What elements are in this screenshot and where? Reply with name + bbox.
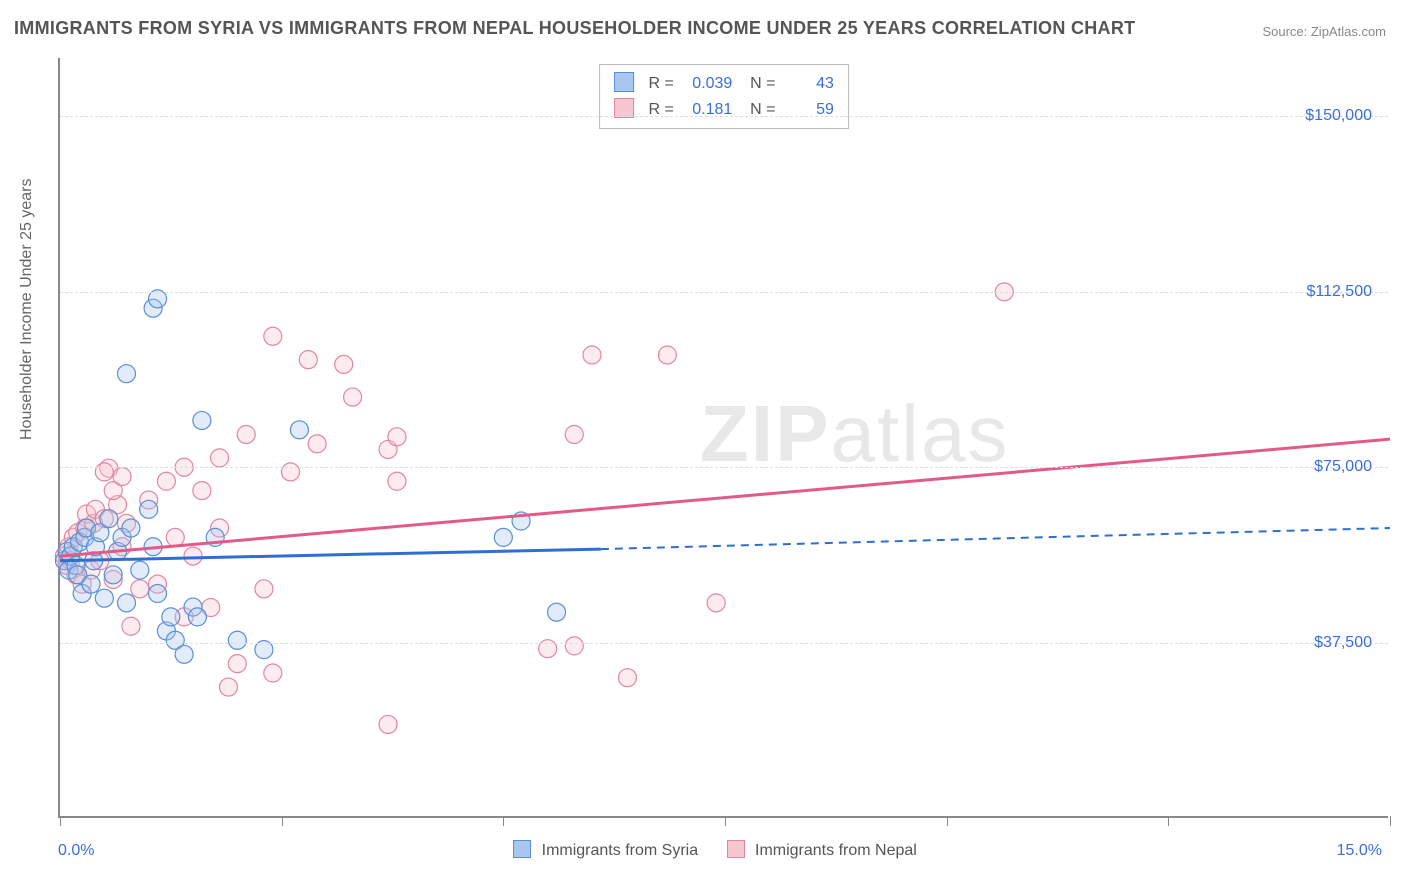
series-legend: Immigrants from Syria Immigrants from Ne…: [0, 840, 1406, 860]
data-point: [299, 351, 317, 369]
y-tick-label: $75,000: [1314, 458, 1372, 476]
data-point: [658, 346, 676, 364]
x-tick: [1168, 816, 1169, 826]
data-point: [175, 645, 193, 663]
data-point: [157, 472, 175, 490]
data-point: [255, 580, 273, 598]
gridline: [60, 116, 1388, 117]
data-point: [122, 617, 140, 635]
data-point: [113, 468, 131, 486]
data-point: [162, 608, 180, 626]
data-point: [104, 566, 122, 584]
data-point: [131, 561, 149, 579]
data-point: [282, 463, 300, 481]
data-point: [618, 669, 636, 687]
data-point: [237, 425, 255, 443]
legend-label-nepal: Immigrants from Nepal: [755, 842, 917, 859]
data-point: [118, 365, 136, 383]
data-point: [184, 547, 202, 565]
data-point: [188, 608, 206, 626]
data-point: [228, 631, 246, 649]
trend-line-syria-dashed: [601, 528, 1390, 549]
data-point: [166, 528, 184, 546]
x-tick: [725, 816, 726, 826]
data-point: [193, 411, 211, 429]
data-point: [149, 585, 167, 603]
legend-swatch-nepal: [727, 840, 745, 858]
data-point: [565, 637, 583, 655]
y-tick-label: $150,000: [1305, 107, 1372, 125]
legend-label-syria: Immigrants from Syria: [542, 842, 698, 859]
data-point: [219, 678, 237, 696]
gridline: [60, 643, 1388, 644]
data-point: [707, 594, 725, 612]
data-point: [118, 594, 136, 612]
x-tick: [60, 816, 61, 826]
data-point: [494, 528, 512, 546]
data-point: [548, 603, 566, 621]
data-point: [264, 327, 282, 345]
data-point: [140, 500, 158, 518]
y-tick-label: $37,500: [1314, 634, 1372, 652]
legend-swatch-syria: [513, 840, 531, 858]
trend-line-nepal: [60, 439, 1390, 556]
chart-title: IMMIGRANTS FROM SYRIA VS IMMIGRANTS FROM…: [14, 18, 1135, 39]
data-point: [100, 510, 118, 528]
data-point: [211, 449, 229, 467]
data-point: [131, 580, 149, 598]
gridline: [60, 292, 1388, 293]
x-tick: [947, 816, 948, 826]
data-point: [290, 421, 308, 439]
source-attribution: Source: ZipAtlas.com: [1262, 24, 1386, 39]
plot-area: ZIPatlas R = 0.039 N = 43 R = 0.181 N = …: [58, 58, 1388, 818]
data-point: [565, 425, 583, 443]
data-point: [308, 435, 326, 453]
data-point: [228, 655, 246, 673]
data-point: [95, 589, 113, 607]
data-point: [344, 388, 362, 406]
data-point: [82, 575, 100, 593]
x-tick: [1390, 816, 1391, 826]
trend-line-syria: [60, 549, 601, 561]
data-point: [95, 463, 113, 481]
y-tick-label: $112,500: [1306, 283, 1372, 301]
x-tick: [503, 816, 504, 826]
data-point: [193, 482, 211, 500]
data-point: [583, 346, 601, 364]
gridline: [60, 467, 1388, 468]
data-point: [335, 355, 353, 373]
data-point: [388, 472, 406, 490]
data-point: [122, 519, 140, 537]
y-axis-label: Householder Income Under 25 years: [18, 179, 36, 440]
data-point: [264, 664, 282, 682]
data-point: [379, 715, 397, 733]
x-tick: [282, 816, 283, 826]
plot-svg: [60, 58, 1388, 816]
data-point: [388, 428, 406, 446]
